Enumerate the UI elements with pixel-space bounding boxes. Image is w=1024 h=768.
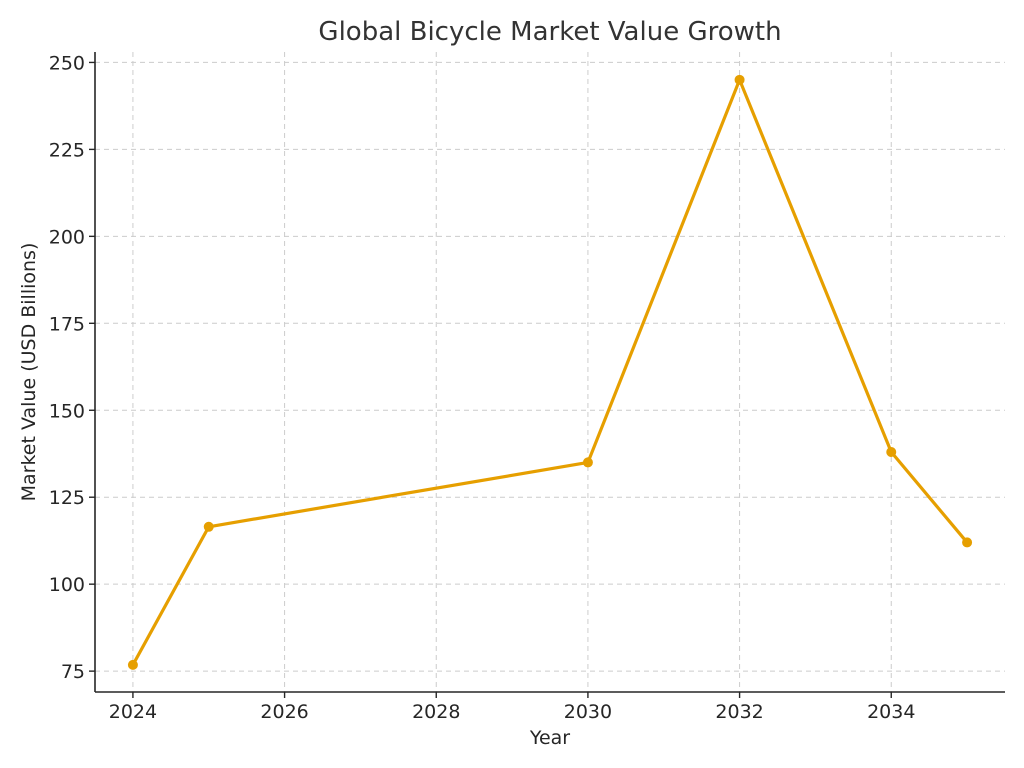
y-tick-label-250: 250	[49, 52, 85, 74]
axes	[89, 52, 1005, 698]
y-tick-label-125: 125	[49, 487, 85, 509]
data-point-2030	[582, 457, 593, 468]
data-point-2024	[127, 659, 138, 670]
y-tick-label-75: 75	[61, 661, 85, 683]
series-line-0	[131, 78, 969, 667]
x-tick-label-2026: 2026	[260, 701, 308, 723]
y-tick-label-100: 100	[49, 574, 85, 596]
data-point-2032	[734, 74, 745, 85]
series-layer	[127, 74, 973, 670]
x-tick-label-2024: 2024	[109, 701, 157, 723]
x-tick-label-2034: 2034	[867, 701, 915, 723]
y-tick-label-175: 175	[49, 313, 85, 335]
tick-labels: 2024 2026 2028 2030 2032 2034 75 100 125 150 175 20…	[49, 52, 916, 723]
x-axis-label: Year	[529, 727, 570, 749]
chart-title: Global Bicycle Market Value Growth	[318, 17, 781, 47]
data-point-2025	[203, 521, 214, 532]
data-point-2035	[962, 537, 973, 548]
x-tick-label-2030: 2030	[564, 701, 612, 723]
y-tick-label-225: 225	[49, 139, 85, 161]
x-tick-label-2032: 2032	[715, 701, 763, 723]
y-tick-label-150: 150	[49, 400, 85, 422]
grid-lines	[95, 52, 1005, 692]
x-tick-label-2028: 2028	[412, 701, 460, 723]
data-point-2034	[886, 447, 897, 457]
y-axis-label: Market Value (USD Billions)	[18, 243, 40, 502]
y-tick-label-200: 200	[49, 226, 85, 248]
